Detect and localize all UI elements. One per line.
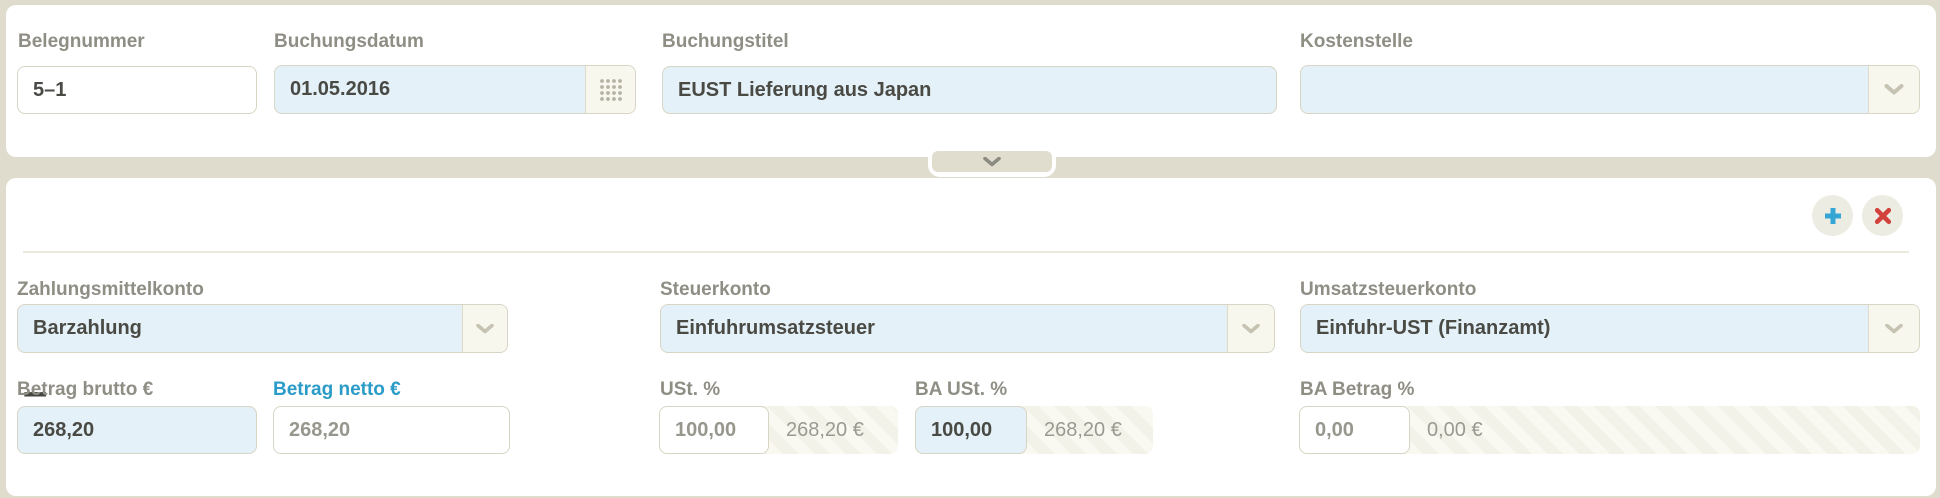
remove-row-button[interactable] (1862, 195, 1903, 236)
zahlungsmittelkonto-value: Barzahlung (33, 317, 142, 339)
betrag-brutto-label: Betrag brutto € (17, 379, 154, 400)
booking-header-card: Belegnummer Buchungsdatum 01.05.2016 Buc… (6, 5, 1936, 157)
kostenstelle-label: Kostenstelle (1300, 31, 1413, 52)
ba-ust-group: 268,20 € (915, 406, 1153, 454)
ust-amount-value: 268,20 € (786, 418, 864, 441)
zahlungsmittelkonto-label: Zahlungsmittelkonto (17, 279, 204, 300)
ba-betrag-group: 0,00 € (1299, 406, 1920, 454)
steuerkonto-label: Steuerkonto (660, 279, 771, 300)
chevron-down-icon (1884, 84, 1904, 95)
ba-betrag-percent-input[interactable] (1299, 406, 1410, 454)
entry-divider (23, 251, 1909, 253)
zahlungsmittelkonto-select[interactable]: Barzahlung (17, 304, 508, 353)
zahlungsmittelkonto-dropdown-button[interactable] (462, 305, 507, 352)
close-icon (1874, 207, 1892, 225)
booking-entry-card: – Zahlungsmittelkonto Barzahlung Steuerk… (6, 178, 1936, 496)
kostenstelle-select[interactable] (1300, 65, 1920, 114)
buchungstitel-input[interactable] (662, 66, 1277, 114)
plus-icon (1823, 206, 1843, 226)
belegnummer-label: Belegnummer (18, 31, 145, 52)
steuerkonto-value: Einfuhrumsatzsteuer (676, 317, 875, 339)
date-picker-button[interactable] (585, 66, 635, 113)
ba-ust-label: BA USt. % (915, 379, 1008, 400)
chevron-down-icon (983, 156, 1001, 167)
chevron-down-icon (1242, 323, 1260, 334)
ba-betrag-label: BA Betrag % (1300, 379, 1415, 400)
steuerkonto-select[interactable]: Einfuhrumsatzsteuer (660, 304, 1275, 353)
booking-date-field[interactable]: 01.05.2016 (274, 65, 636, 114)
add-row-button[interactable] (1812, 195, 1853, 236)
kostenstelle-dropdown-button[interactable] (1868, 66, 1919, 113)
ba-ust-percent-input[interactable] (915, 406, 1027, 454)
ust-label: USt. % (660, 379, 721, 400)
chevron-down-icon (476, 323, 494, 334)
umsatzsteuerkonto-label: Umsatzsteuerkonto (1300, 279, 1477, 300)
steuerkonto-dropdown-button[interactable] (1227, 305, 1274, 352)
umsatzsteuerkonto-dropdown-button[interactable] (1868, 305, 1919, 352)
ust-percent-input[interactable] (659, 406, 769, 454)
buchungstitel-label: Buchungstitel (662, 31, 789, 52)
kostenstelle-value (1301, 66, 1868, 113)
calendar-grid-icon (598, 77, 624, 103)
ba-betrag-amount-value: 0,00 € (1427, 418, 1483, 441)
betrag-netto-input[interactable] (273, 406, 510, 454)
umsatzsteuerkonto-select[interactable]: Einfuhr-UST (Finanzamt) (1300, 304, 1920, 353)
collapse-header-tab[interactable] (928, 150, 1056, 177)
collapse-header-tab-handle (932, 151, 1052, 172)
buchungsdatum-label: Buchungsdatum (274, 31, 424, 52)
chevron-down-icon (1885, 323, 1903, 334)
ust-group: 268,20 € (659, 406, 898, 454)
booking-date-value: 01.05.2016 (290, 78, 391, 100)
betrag-brutto-input[interactable] (17, 406, 257, 454)
ba-ust-amount-value: 268,20 € (1044, 418, 1122, 441)
betrag-netto-label[interactable]: Betrag netto € (273, 379, 401, 400)
umsatzsteuerkonto-value: Einfuhr-UST (Finanzamt) (1316, 317, 1551, 339)
belegnummer-input[interactable] (17, 66, 257, 114)
